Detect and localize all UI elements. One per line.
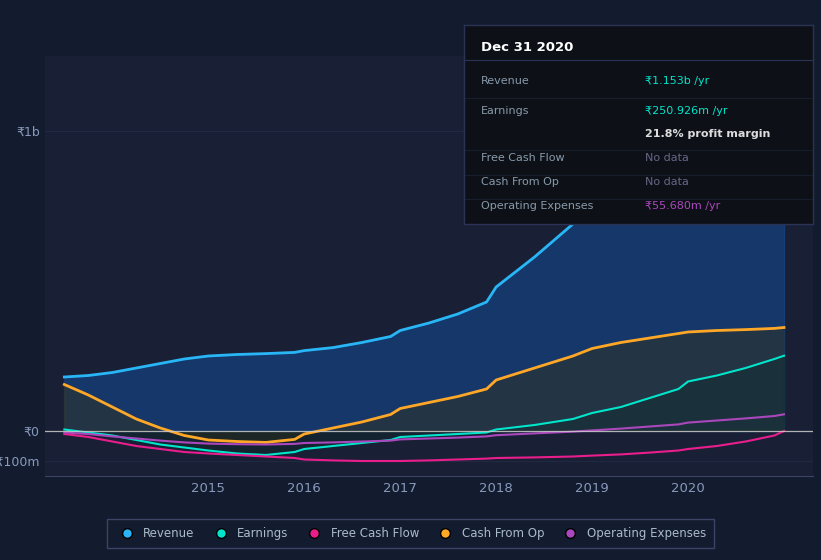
- Text: Free Cash Flow: Free Cash Flow: [481, 153, 565, 164]
- Text: Operating Expenses: Operating Expenses: [481, 201, 594, 211]
- Text: Dec 31 2020: Dec 31 2020: [481, 41, 574, 54]
- Text: 21.8% profit margin: 21.8% profit margin: [645, 129, 771, 138]
- Text: Earnings: Earnings: [481, 106, 530, 116]
- Text: ₹55.680m /yr: ₹55.680m /yr: [645, 201, 721, 211]
- Text: Revenue: Revenue: [481, 76, 530, 86]
- Text: ₹250.926m /yr: ₹250.926m /yr: [645, 106, 727, 116]
- Text: Cash From Op: Cash From Op: [481, 178, 559, 187]
- Text: ₹1.153b /yr: ₹1.153b /yr: [645, 76, 709, 86]
- Text: No data: No data: [645, 178, 689, 187]
- Legend: Revenue, Earnings, Free Cash Flow, Cash From Op, Operating Expenses: Revenue, Earnings, Free Cash Flow, Cash …: [107, 519, 714, 548]
- Text: No data: No data: [645, 153, 689, 164]
